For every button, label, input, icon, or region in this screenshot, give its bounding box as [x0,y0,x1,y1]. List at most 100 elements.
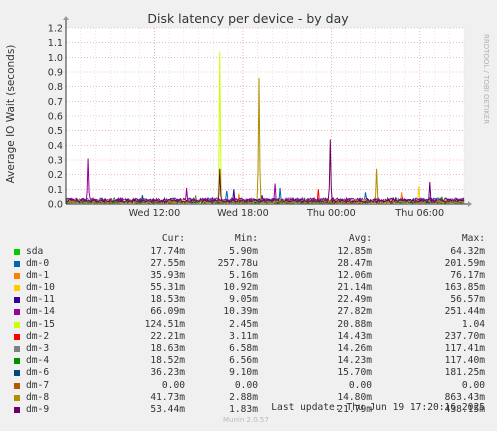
series-lines [65,51,465,205]
legend-avg: 27.82m [337,306,372,318]
y-tick-label: 1.2 [48,24,63,35]
legend-name: dm-0 [26,257,50,269]
munin-version: Munin 2.0.57 [223,416,269,424]
legend-avg: 22.49m [337,294,372,306]
legend-swatch [14,382,20,389]
legend-max: 251.44m [444,306,485,318]
x-tick-label: Wed 18:00 [217,208,269,219]
legend-min: 6.56m [229,355,258,367]
legend-row: dm-9 53.44m 1.83m 21.79m 438.15m [0,404,497,416]
legend-cur: 17.74m [150,245,185,257]
legend-row: dm-14 66.09m 10.39m 27.82m 251.44m [0,306,497,318]
legend-swatch [14,394,20,401]
x-axis-arrow [468,201,472,207]
series-line-dm-9 [66,139,465,204]
y-tick-label: 0.2 [48,170,63,181]
legend-swatch [14,333,20,340]
legend-min: 9.05m [229,294,258,306]
legend-cur: 18.53m [150,294,185,306]
legend-name: dm-3 [26,343,50,354]
legend-avg: 14.80m [337,391,372,403]
legend-cur: 41.73m [150,391,185,403]
legend-max: 863.43m [444,391,485,403]
legend-min: 257.78u [217,257,258,269]
legend-table: Cur: Min: Avg: Max: sda 17.74m 5.90m 12.85m… [0,233,497,416]
legend-cur: 35.93m [150,269,185,281]
legend-avg: 20.88m [337,318,372,330]
x-tick-label: Thu 06:00 [394,208,444,219]
legend-name: dm-14 [26,306,55,318]
legend-swatch [14,321,20,328]
legend-swatch [14,285,20,292]
legend-row: dm-2 22.21m 3.11m 14.43m 237.70m [0,331,497,343]
legend-max: 201.59m [444,257,485,269]
legend-avg: 14.26m [337,343,372,354]
legend-row: dm-0 27.55m 257.78u 28.47m 201.59m [0,258,497,270]
legend-row: dm-1 35.93m 5.16m 12.06m 76.17m [0,270,497,282]
legend-avg: 14.23m [337,355,372,367]
y-tick-label: 0.7 [48,97,63,108]
legend-name: dm-8 [26,391,50,403]
legend-row: sda 17.74m 5.90m 12.85m 64.32m [0,246,497,258]
legend-max: 1.04 [461,318,485,330]
legend-name: dm-2 [26,330,50,342]
y-tick-label: 0.3 [48,156,63,167]
legend-row: dm-8 41.73m 2.88m 14.80m 863.43m [0,392,497,404]
y-axis-label: Average IO Wait (seconds) [5,45,17,184]
legend-name: sda [26,245,44,257]
legend-row: dm-4 18.52m 6.56m 14.23m 117.40m [0,355,497,367]
legend-max: 117.41m [444,343,485,354]
legend-rows: sda 17.74m 5.90m 12.85m 64.32m dm-0 27.55m 257.… [0,246,497,417]
legend-avg: 12.06m [337,269,372,281]
y-tick-label: 0.4 [48,141,63,152]
y-tick-label: 0.1 [48,185,63,196]
legend-min: 9.10m [229,367,258,379]
legend-avg: 0.00 [348,379,372,391]
legend-header: Cur: Min: Avg: Max: [0,233,497,246]
legend-min: 2.88m [229,391,258,403]
legend-cur: 22.21m [150,330,185,342]
legend-max: 117.40m [444,355,485,367]
legend-name: dm-11 [26,294,55,306]
chart-title: Disk latency per device - by day [147,11,349,26]
legend-max: 64.32m [450,245,485,257]
x-tick-label: Thu 00:00 [306,208,356,219]
legend-cur: 0.00 [161,379,185,391]
legend-swatch [14,297,20,304]
legend-cur: 55.31m [150,282,185,294]
legend-max: 237.70m [444,330,485,342]
legend-max: 438.15m [444,403,485,415]
legend-row: dm-11 18.53m 9.05m 22.49m 56.57m [0,294,497,306]
legend-cur: 53.44m [150,403,185,415]
legend-min: 2.45m [229,318,258,330]
legend-cur: 27.55m [150,257,185,269]
legend-max: 56.57m [450,294,485,306]
y-axis-arrow [63,16,69,20]
legend-row: dm-15 124.51m 2.45m 20.88m 1.04 [0,319,497,331]
legend-header-min: Min: [234,233,258,244]
legend-header-max: Max: [461,233,485,244]
legend-avg: 28.47m [337,257,372,269]
legend-min: 5.90m [229,245,258,257]
legend-avg: 21.14m [337,282,372,294]
legend-swatch [14,309,20,316]
legend-min: 5.16m [229,269,258,281]
y-tick-label: 1.1 [48,38,63,49]
y-tick-labels: 0.0 0.1 0.2 0.3 0.4 0.5 0.6 0.7 0.8 0.9 1.0 1.1 1.2 [48,24,63,211]
y-tick-label: 0.5 [48,126,63,137]
legend-swatch [14,248,20,255]
legend-swatch [14,346,20,352]
legend-name: dm-7 [26,379,50,391]
legend-swatch [14,358,20,365]
legend-name: dm-10 [26,282,55,294]
legend-row: dm-7 0.00 0.00 0.00 0.00 [0,380,497,392]
legend-min: 6.58m [229,343,258,354]
y-tick-label: 0.6 [48,112,63,123]
y-tick-label: 0.8 [48,82,63,93]
legend-cur: 124.51m [144,318,185,330]
grid-lines [66,27,465,204]
legend-avg: 12.85m [337,245,372,257]
legend-cur: 36.23m [150,367,185,379]
legend-name: dm-15 [26,318,55,330]
legend-min: 3.11m [229,330,258,342]
